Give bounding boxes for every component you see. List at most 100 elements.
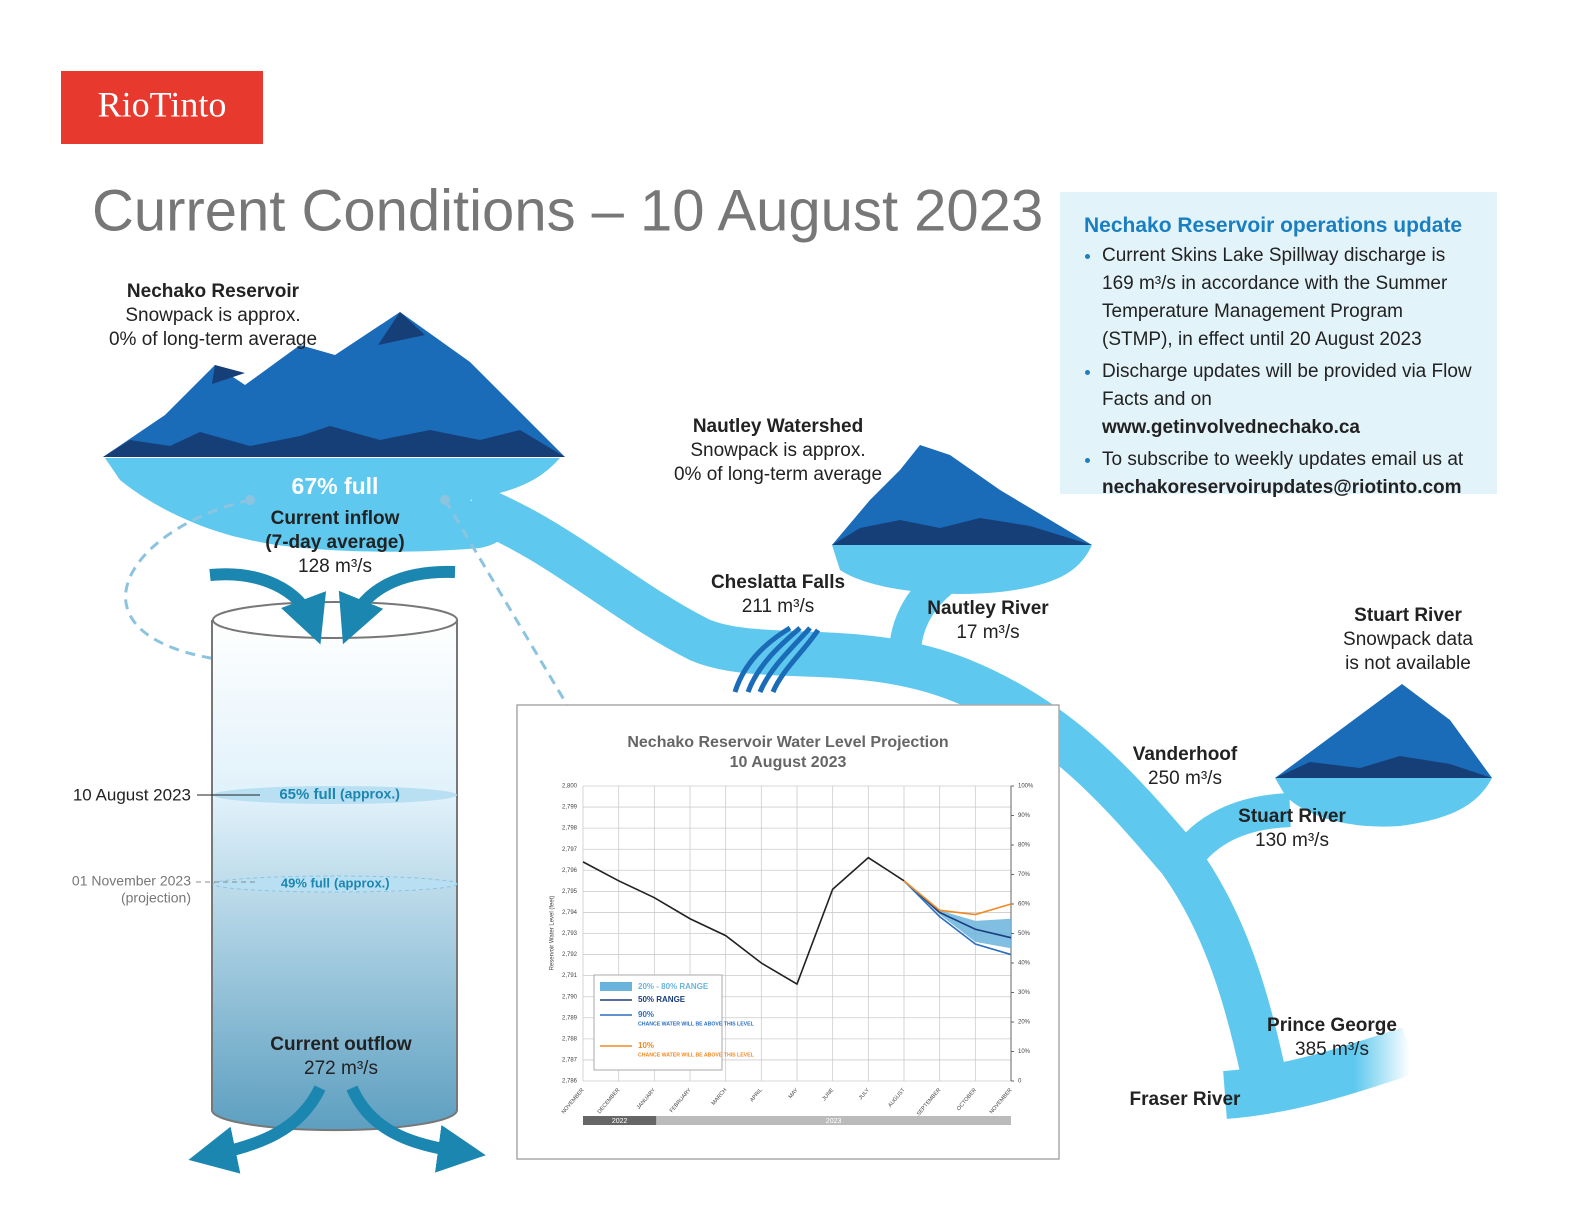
label: Prince George (1267, 1015, 1397, 1036)
label: Vanderhoof (1133, 744, 1238, 765)
bullet: Discharge updates will be provided via F… (1102, 358, 1473, 442)
y2-tick-label: 50% (1018, 931, 1031, 937)
y-tick-label: 2,793 (562, 931, 578, 937)
y2-tick-label: 30% (1018, 990, 1031, 996)
y2-tick-label: 0 (1018, 1079, 1022, 1085)
label: 17 m³/s (956, 622, 1019, 643)
y-tick-label: 2,789 (562, 1015, 578, 1021)
chart-subtitle: 10 August 2023 (730, 754, 847, 771)
reservoir-lake (105, 458, 560, 552)
label: 49% full (281, 875, 330, 890)
y-tick-label: 2,790 (562, 994, 578, 1000)
label: 250 m³/s (1148, 768, 1222, 789)
nautley-lake (832, 545, 1092, 594)
y-tick-label: 2,799 (562, 805, 578, 811)
legend-label: 10% (638, 1041, 654, 1050)
connectors (124, 498, 587, 736)
label: Current inflow (271, 508, 400, 529)
bullet-text: Current Skins Lake Spillway discharge is… (1102, 245, 1448, 350)
y2-tick-label: 60% (1018, 902, 1031, 908)
y2-tick-label: 20% (1018, 1020, 1031, 1026)
email[interactable]: nechakoreservoirupdates@riotinto.com (1102, 477, 1462, 498)
flow-arrows (188, 565, 486, 1174)
label: 0% of long-term average (674, 464, 882, 485)
year-bar (656, 1116, 1011, 1125)
label: Nechako Reservoir (127, 281, 300, 302)
y-tick-label: 2,796 (562, 868, 578, 874)
label: (7-day average) (265, 532, 404, 553)
legend-label: 20% - 80% RANGE (638, 982, 709, 991)
y-tick-label: 2,788 (562, 1036, 578, 1042)
stuart-lake (1275, 778, 1492, 827)
link[interactable]: www.getinvolvednechako.ca (1102, 417, 1360, 438)
y2-tick-label: 90% (1018, 813, 1031, 819)
legend-note: CHANCE WATER WILL BE ABOVE THIS LEVEL (638, 1052, 755, 1058)
label: 128 m³/s (298, 556, 372, 577)
label: (approx.) (334, 875, 390, 890)
y-axis-label: Reservoir Water Level (feet) (550, 896, 556, 971)
projection-chart: Nechako Reservoir Water Level Projection… (516, 704, 1060, 1160)
y-tick-label: 2,798 (562, 826, 578, 832)
series-line (582, 856, 905, 986)
y-tick-label: 2,792 (562, 952, 578, 958)
label: 211 m³/s (742, 596, 815, 617)
label: Current outflow (270, 1034, 412, 1055)
year-label: 2023 (826, 1118, 842, 1125)
label: Snowpack data (1343, 629, 1473, 650)
y2-tick-label: 80% (1018, 843, 1031, 849)
label: 01 November 2023 (72, 873, 191, 889)
y2-tick-label: 100% (1018, 784, 1034, 790)
y-tick-label: 2,786 (562, 1079, 578, 1085)
box-title: Nechako Reservoir operations update (1084, 214, 1463, 237)
waterfall (732, 625, 821, 694)
label: (approx.) (340, 786, 400, 802)
label: Nautley River (927, 598, 1049, 619)
legend-label: 90% (638, 1010, 654, 1019)
legend-note: CHANCE WATER WILL BE ABOVE THIS LEVEL (638, 1021, 755, 1027)
reservoir-cylinder (196, 601, 458, 1132)
series-line (903, 880, 1012, 956)
legend-swatch (600, 982, 632, 991)
bullet: To subscribe to weekly updates email us … (1102, 446, 1473, 502)
series-line (903, 880, 1012, 916)
bullet-text: Discharge updates will be provided via F… (1102, 361, 1472, 410)
label: is not available (1345, 653, 1471, 674)
label: 130 m³/s (1255, 830, 1329, 851)
y2-tick-label: 70% (1018, 872, 1031, 878)
y2-tick-label: 10% (1018, 1049, 1031, 1055)
bullet-text: To subscribe to weekly updates email us … (1102, 449, 1464, 470)
legend-label: 50% RANGE (638, 995, 686, 1004)
year-bar (583, 1116, 657, 1125)
label: Stuart River (1238, 806, 1346, 827)
update-box: Nechako Reservoir operations update Curr… (1060, 192, 1497, 498)
label: (projection) (121, 890, 191, 906)
y-tick-label: 2,787 (562, 1058, 578, 1064)
y-tick-label: 2,800 (562, 784, 578, 790)
y-tick-label: 2,795 (562, 889, 578, 895)
y2-tick-label: 40% (1018, 961, 1031, 967)
label: Cheslatta Falls (711, 572, 845, 593)
label: Stuart River (1354, 605, 1462, 626)
chart-title: Nechako Reservoir Water Level Projection (627, 734, 948, 751)
label: Fraser River (1130, 1089, 1242, 1110)
y-tick-label: 2,791 (562, 973, 578, 979)
logo-text: RioTinto (98, 84, 227, 124)
label: 10 August 2023 (73, 785, 191, 804)
logo: RioTinto (61, 71, 263, 144)
label: 0% of long-term average (109, 329, 317, 350)
label: Snowpack is approx. (690, 440, 865, 461)
label: Snowpack is approx. (125, 305, 300, 326)
series-line (903, 880, 1012, 939)
label: 272 m³/s (304, 1058, 378, 1079)
label: 67% full (292, 473, 379, 499)
y-tick-label: 2,797 (562, 847, 578, 853)
page-title: Current Conditions – 10 August 2023 (92, 178, 1043, 243)
label: 65% full (279, 786, 336, 803)
bullet: Current Skins Lake Spillway discharge is… (1102, 242, 1473, 354)
label: 385 m³/s (1295, 1039, 1369, 1060)
year-label: 2022 (612, 1118, 628, 1125)
mountains (103, 312, 1492, 778)
label: Nautley Watershed (693, 416, 863, 437)
